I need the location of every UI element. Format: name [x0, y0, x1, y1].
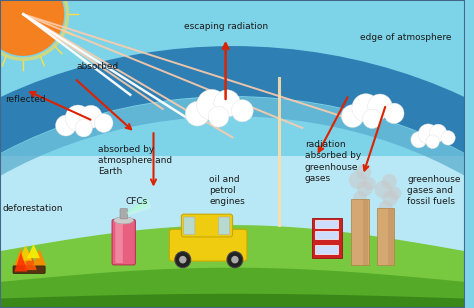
Circle shape: [0, 0, 64, 56]
Circle shape: [197, 89, 227, 120]
FancyBboxPatch shape: [184, 217, 195, 235]
Circle shape: [209, 106, 229, 127]
Text: escaping radiation: escaping radiation: [183, 22, 268, 31]
Circle shape: [363, 109, 382, 128]
FancyBboxPatch shape: [112, 219, 136, 265]
FancyBboxPatch shape: [120, 209, 128, 219]
Text: reflected: reflected: [6, 95, 46, 104]
Circle shape: [65, 105, 91, 131]
Circle shape: [175, 252, 191, 268]
FancyBboxPatch shape: [315, 231, 337, 239]
FancyBboxPatch shape: [388, 209, 393, 265]
Polygon shape: [0, 225, 465, 308]
Circle shape: [352, 94, 380, 122]
Ellipse shape: [114, 217, 134, 224]
Circle shape: [382, 174, 397, 189]
Polygon shape: [127, 197, 149, 214]
Circle shape: [379, 201, 392, 215]
FancyBboxPatch shape: [115, 221, 123, 263]
Circle shape: [426, 135, 439, 148]
Text: oil and
petrol
engines: oil and petrol engines: [210, 175, 245, 206]
FancyBboxPatch shape: [315, 245, 337, 253]
Circle shape: [429, 124, 447, 142]
Polygon shape: [0, 268, 465, 308]
Circle shape: [75, 119, 92, 137]
Circle shape: [383, 190, 398, 206]
Circle shape: [231, 256, 238, 263]
Polygon shape: [14, 253, 27, 272]
Circle shape: [418, 124, 438, 144]
Circle shape: [384, 103, 404, 124]
Polygon shape: [127, 200, 151, 216]
Text: absorbed by
atmosphere and
Earth: absorbed by atmosphere and Earth: [98, 144, 172, 176]
FancyBboxPatch shape: [219, 217, 230, 235]
Circle shape: [411, 132, 427, 148]
Circle shape: [363, 177, 376, 190]
Circle shape: [231, 100, 253, 122]
Circle shape: [368, 94, 392, 119]
Circle shape: [356, 164, 371, 180]
Polygon shape: [14, 248, 27, 265]
FancyBboxPatch shape: [169, 229, 247, 261]
FancyBboxPatch shape: [182, 214, 233, 237]
FancyBboxPatch shape: [377, 209, 394, 265]
Circle shape: [441, 131, 455, 145]
Polygon shape: [33, 249, 46, 265]
Circle shape: [80, 105, 102, 128]
Text: absorbed: absorbed: [77, 62, 119, 71]
Circle shape: [227, 252, 243, 268]
Circle shape: [357, 180, 373, 197]
Circle shape: [185, 101, 210, 126]
Circle shape: [349, 171, 366, 189]
Text: CFCs: CFCs: [126, 197, 148, 206]
Circle shape: [214, 90, 240, 117]
FancyBboxPatch shape: [311, 218, 342, 258]
Text: greenhouse
gases and
fossil fuels: greenhouse gases and fossil fuels: [407, 175, 461, 206]
Circle shape: [55, 115, 76, 136]
FancyBboxPatch shape: [351, 199, 369, 265]
FancyBboxPatch shape: [363, 199, 368, 265]
Circle shape: [95, 114, 113, 132]
Circle shape: [374, 180, 392, 199]
FancyBboxPatch shape: [0, 156, 465, 308]
FancyBboxPatch shape: [13, 266, 45, 274]
Circle shape: [353, 191, 367, 205]
Circle shape: [179, 256, 187, 263]
FancyBboxPatch shape: [315, 220, 337, 229]
Polygon shape: [19, 245, 32, 261]
Polygon shape: [27, 244, 40, 258]
Polygon shape: [24, 250, 37, 270]
Circle shape: [341, 105, 364, 128]
Text: deforestation: deforestation: [2, 204, 63, 213]
Circle shape: [388, 187, 401, 200]
Text: radiation
absorbed by
greenhouse
gases: radiation absorbed by greenhouse gases: [305, 140, 361, 183]
Polygon shape: [0, 294, 465, 308]
Text: edge of atmosphere: edge of atmosphere: [361, 33, 452, 42]
